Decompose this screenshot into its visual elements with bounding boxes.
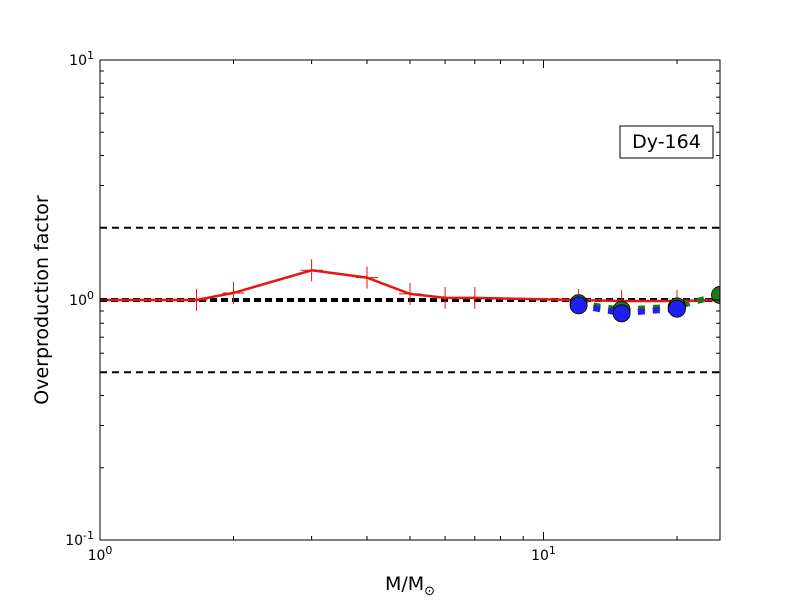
series-1-point-3 [711, 286, 720, 304]
x-axis-label: M/M⊙ [385, 573, 435, 599]
series-2-point-0 [569, 296, 588, 315]
series-2 [569, 296, 686, 323]
annotation-box: Dy-164 [619, 125, 714, 159]
series-2-line [578, 302, 678, 317]
x-tick-label-1: 101 [531, 544, 556, 564]
x-axis-label-sub: ⊙ [424, 584, 435, 599]
plot-frame [99, 59, 721, 541]
x-tick-label-0: 100 [88, 544, 113, 564]
series-2-point-1 [612, 304, 631, 323]
y-tick-label-2: 101 [69, 49, 94, 69]
annotation-text: Dy-164 [632, 131, 701, 153]
series-2-point-2 [668, 299, 686, 318]
y-axis-label: Overproduction factor [31, 195, 53, 405]
x-axis-label-main: M/M [385, 573, 424, 595]
y-tick-label-1: 100 [69, 289, 94, 309]
y-tick-label-0: 10-1 [65, 529, 94, 549]
